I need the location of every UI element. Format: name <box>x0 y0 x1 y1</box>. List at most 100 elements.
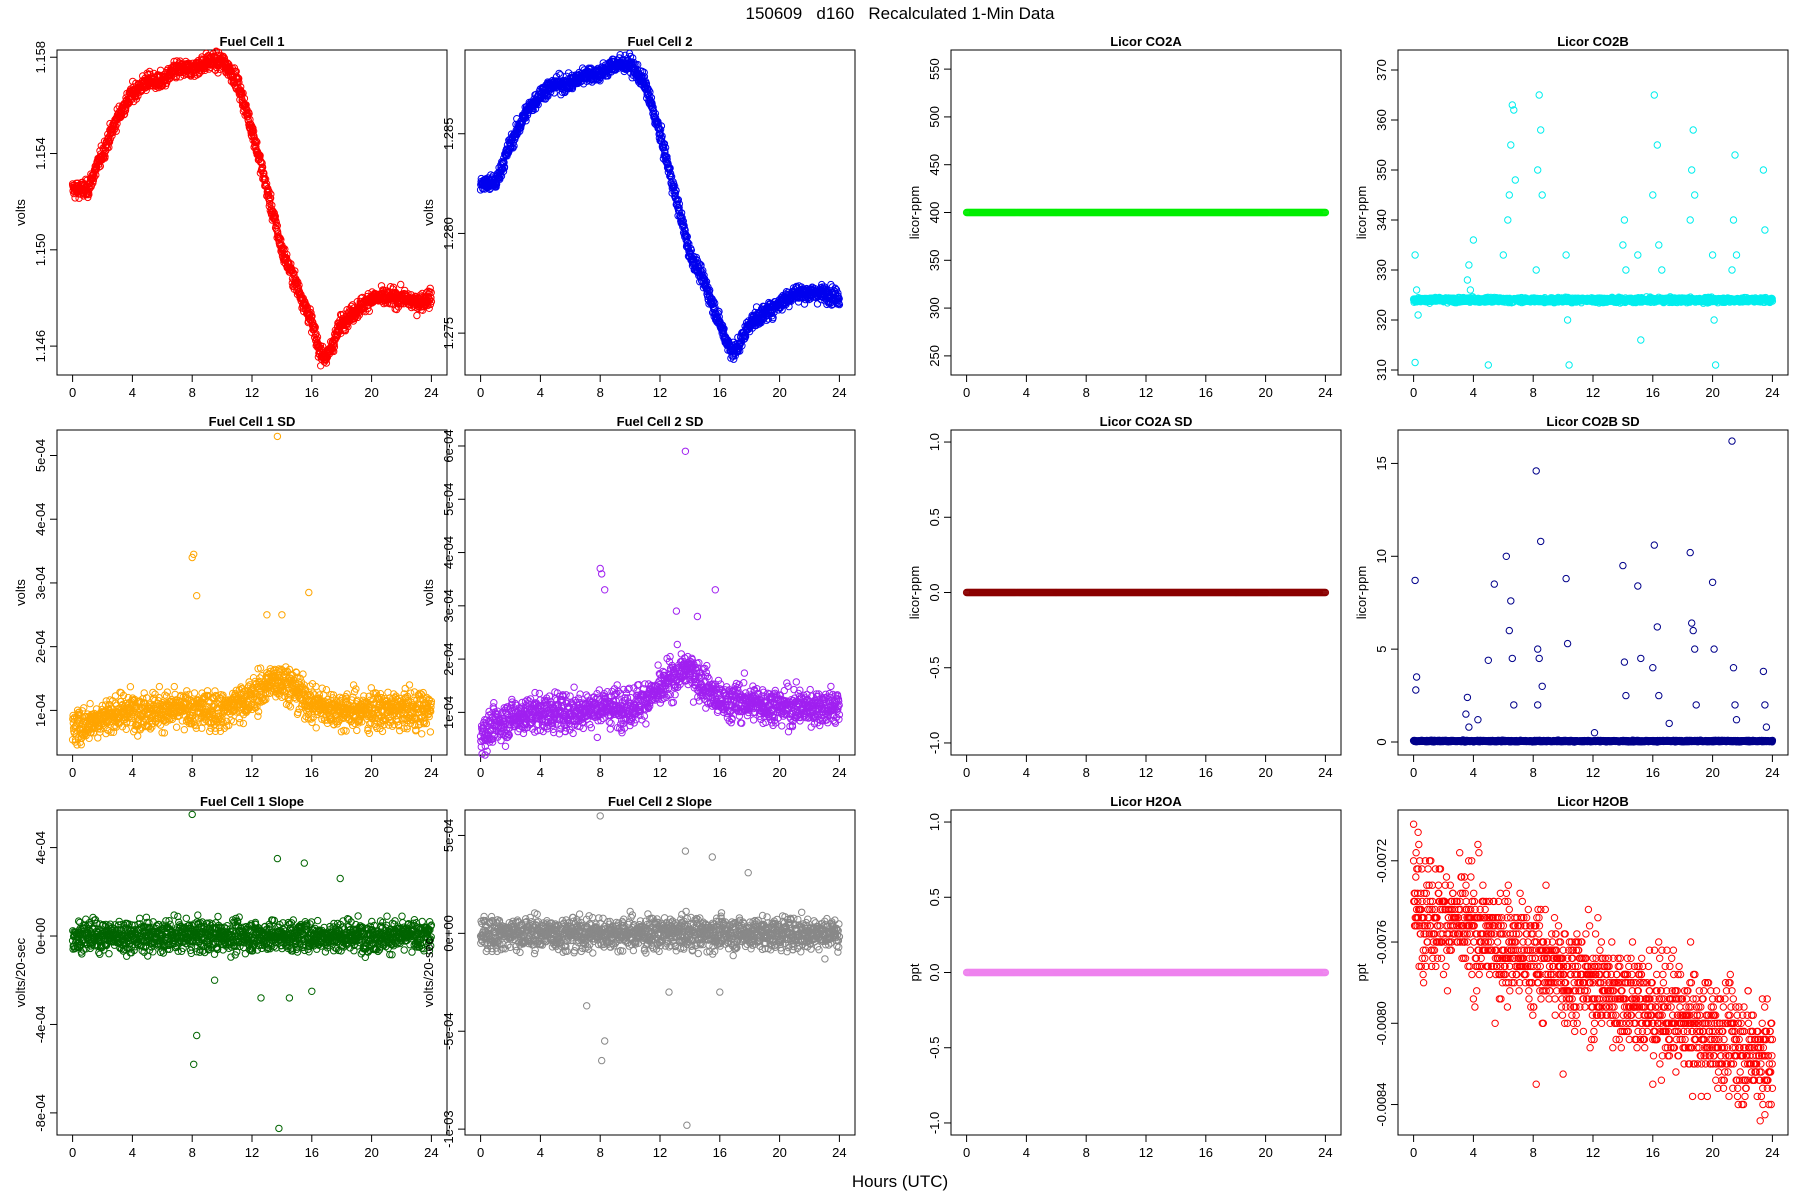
y-tick-label: 500 <box>927 106 942 128</box>
data-point <box>266 194 275 203</box>
y-tick-label: 250 <box>927 345 942 367</box>
data-point <box>1620 216 1629 224</box>
data-point <box>291 267 299 275</box>
y-axis-label: volts <box>421 199 436 226</box>
x-tick-label: 0 <box>1410 385 1417 400</box>
x-tick-label: 8 <box>1530 385 1537 400</box>
y-tick-label: 1.285 <box>441 117 456 150</box>
panel-4: Fuel Cell 1 SD0 4 8 12 16 20 241e-042e-043e-04… <box>13 414 448 780</box>
x-tick-label: 12 <box>245 765 259 780</box>
panel-1: Fuel Cell 2 0 4 8 12 16 20 24 1.275 1.280 1.285 vol… <box>421 34 856 400</box>
data-point <box>1729 216 1738 224</box>
x-tick-label: 16 <box>305 765 319 780</box>
data-point <box>1412 286 1421 294</box>
data-point <box>288 267 296 275</box>
x-tick-label: 24 <box>1765 385 1779 400</box>
data-point <box>1411 251 1419 259</box>
data-point <box>1655 241 1663 249</box>
data-point <box>1689 126 1697 134</box>
data-point <box>249 124 257 133</box>
y-tick-label: 550 <box>927 58 942 80</box>
series-points <box>68 432 436 749</box>
x-tick-label: 12 <box>245 385 259 400</box>
x-tick-label: 24 <box>424 765 438 780</box>
data-point <box>1463 276 1472 284</box>
x-tick-label: 8 <box>189 765 196 780</box>
y-tick-label: 340 <box>1374 209 1389 231</box>
data-point <box>1653 141 1662 149</box>
y-tick-label: 350 <box>1374 159 1389 181</box>
x-tick-label: 4 <box>1470 385 1477 400</box>
panel-title: Licor CO2A <box>1110 34 1182 49</box>
y-tick-label: 3e-04 <box>33 566 48 599</box>
y-tick-label: 5e-04 <box>33 439 48 472</box>
data-point <box>1658 266 1666 274</box>
x-tick-label: 4 <box>1023 385 1030 400</box>
data-point <box>277 236 285 244</box>
y-tick-label: 1.154 <box>33 137 48 170</box>
x-tick-label: 0 <box>69 385 76 400</box>
data-point <box>1534 166 1542 174</box>
x-tick-label: 24 <box>832 385 846 400</box>
y-tick-label: 320 <box>1374 309 1389 331</box>
data-point <box>112 127 120 135</box>
data-point <box>1538 191 1546 199</box>
data-point <box>1414 311 1422 319</box>
data-point <box>1711 361 1720 369</box>
data-point <box>1507 141 1515 149</box>
x-tick-label: 16 <box>1199 385 1213 400</box>
y-tick-label: 350 <box>927 249 942 271</box>
data-point <box>239 89 247 97</box>
data-point <box>142 86 150 95</box>
data-point <box>75 194 83 202</box>
x-tick-label: 20 <box>772 385 786 400</box>
data-point <box>1708 251 1717 259</box>
data-point <box>1504 216 1512 224</box>
data-point <box>1731 151 1739 159</box>
data-point <box>113 120 121 128</box>
x-tick-label: 24 <box>424 385 438 400</box>
y-tick-label: 4e-04 <box>33 503 48 536</box>
x-tick-label: 8 <box>597 385 604 400</box>
x-tick-label: 0 <box>477 385 484 400</box>
data-point <box>1622 266 1630 274</box>
data-point <box>294 284 303 292</box>
data-point <box>1511 176 1520 184</box>
data-point <box>134 92 142 100</box>
panel-title: Fuel Cell 2 <box>627 34 692 49</box>
data-point <box>1759 166 1768 174</box>
data-point <box>1650 91 1659 99</box>
data-point <box>1466 286 1475 294</box>
y-tick-label: 1.275 <box>441 317 456 350</box>
y-tick-label: 1e-04 <box>33 694 48 727</box>
data-point <box>1761 226 1769 234</box>
series-points <box>476 49 844 363</box>
data-point <box>556 71 565 79</box>
x-tick-label: 20 <box>1705 385 1719 400</box>
data-point <box>1688 166 1696 174</box>
y-tick-label: 2e-04 <box>33 630 48 663</box>
x-tick-label: 20 <box>1258 385 1272 400</box>
data-point <box>1565 361 1573 369</box>
data-point <box>85 190 93 199</box>
y-tick-label: 370 <box>1374 59 1389 81</box>
data-point <box>219 52 227 60</box>
data-point <box>267 190 275 199</box>
data-point <box>1563 316 1572 324</box>
y-tick-label: 1.280 <box>441 217 456 250</box>
x-tick-label: 12 <box>1586 385 1600 400</box>
data-point <box>1732 251 1741 259</box>
panel-title: Fuel Cell 1 SD <box>209 414 296 429</box>
x-tick-label: 4 <box>537 385 544 400</box>
y-tick-label: 1.150 <box>33 234 48 267</box>
data-point <box>283 250 291 259</box>
panel-0: Fuel Cell 10 4 8 12 16 20 241.1461.1501.1541.1… <box>13 34 448 400</box>
plot-frame <box>56 49 448 376</box>
x-tick-label: 12 <box>653 385 667 400</box>
y-axis-label: licor-ppm <box>1354 186 1369 239</box>
data-point <box>252 137 260 145</box>
data-point <box>105 138 114 146</box>
x-tick-label: 16 <box>713 385 727 400</box>
